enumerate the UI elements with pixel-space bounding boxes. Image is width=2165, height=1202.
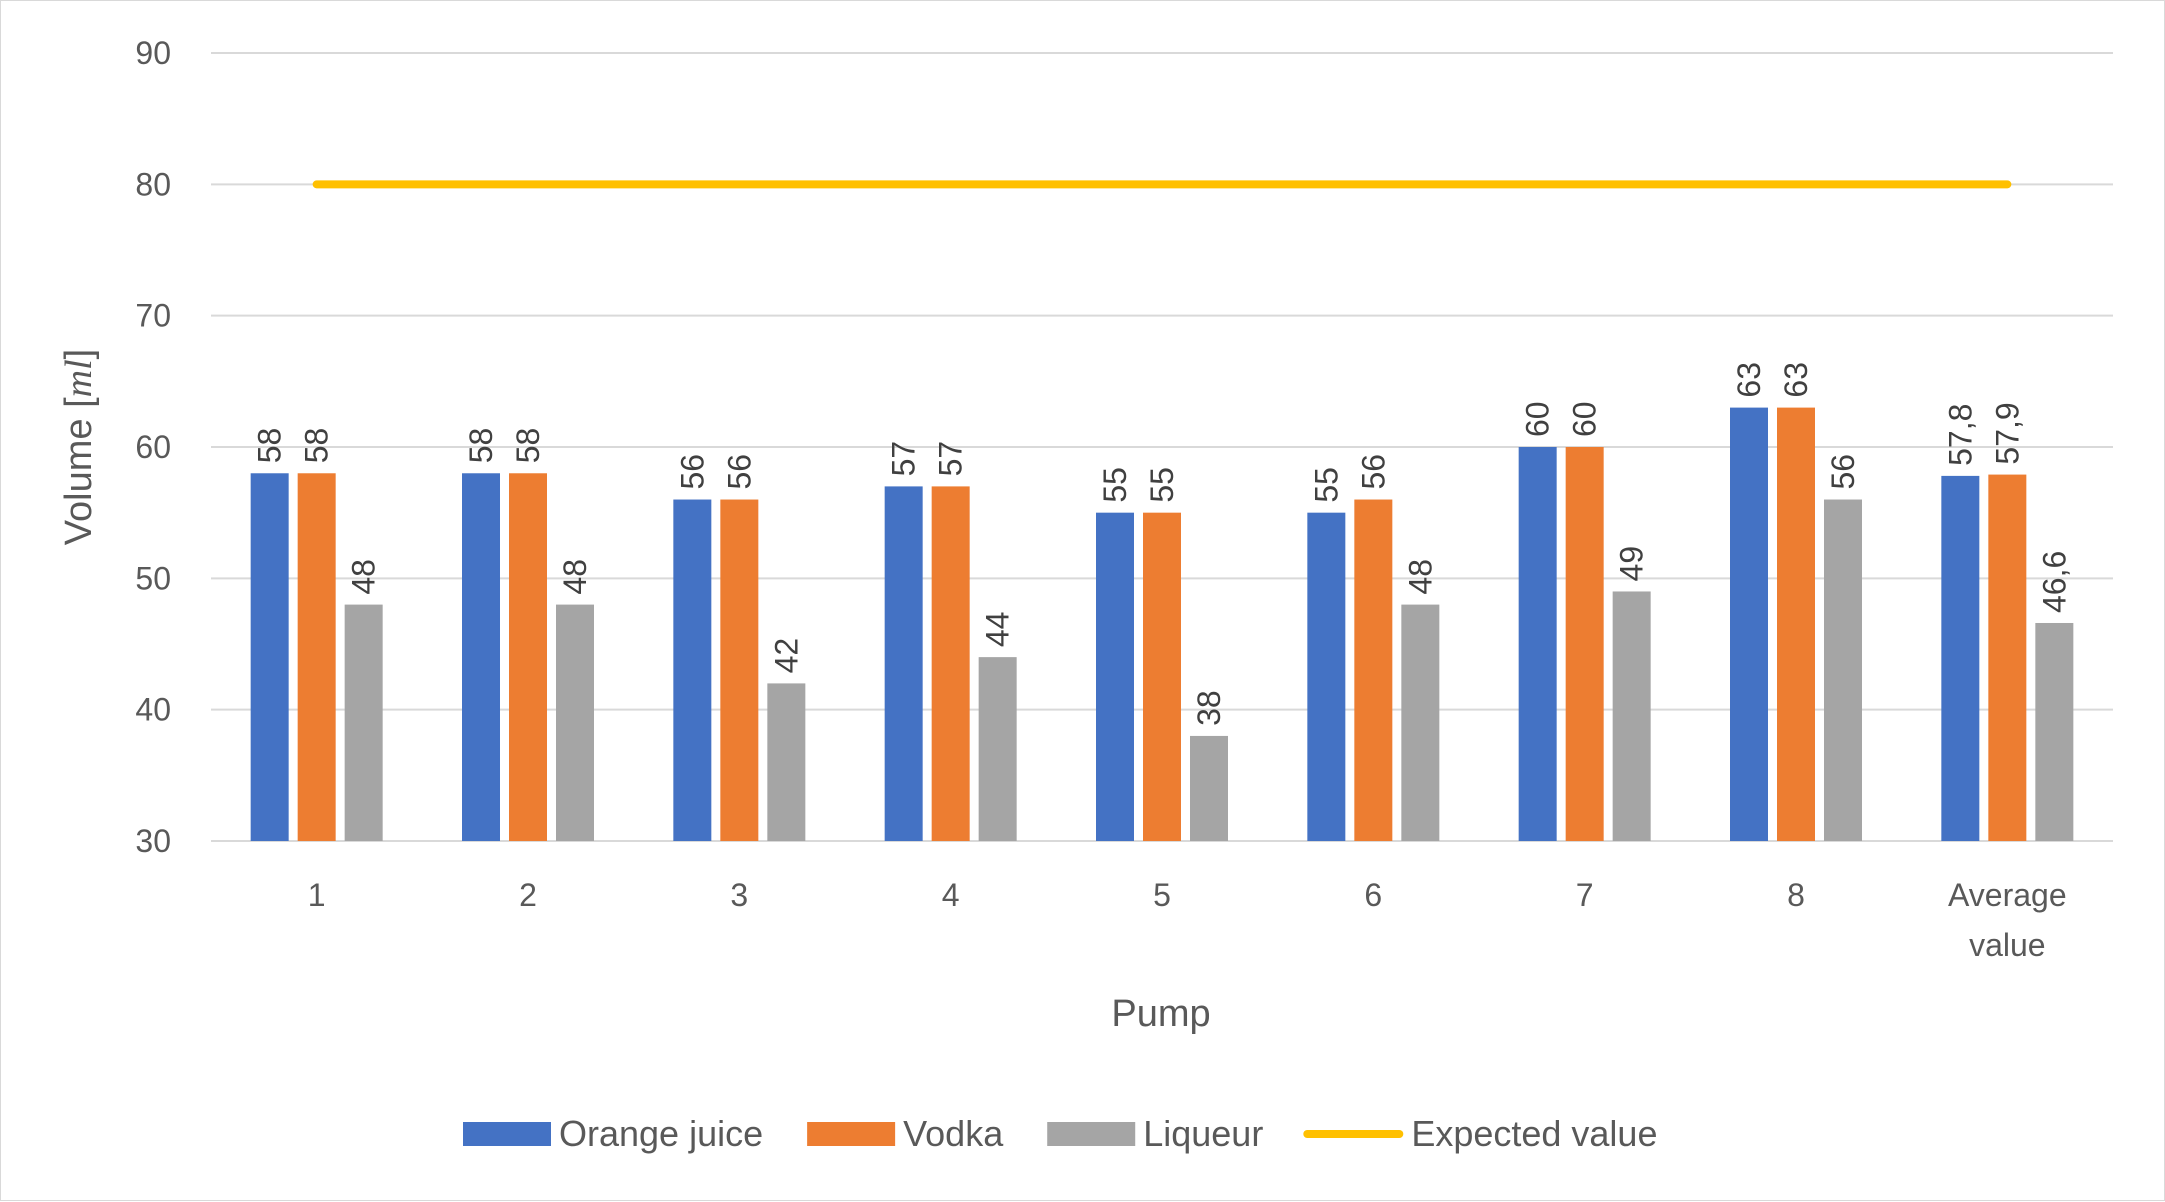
data-label-orange-juice-4: 57: [886, 441, 922, 477]
x-tick-6: 6: [1364, 877, 1382, 913]
bar-vodka-1: [297, 473, 336, 841]
x-tick-5: 5: [1153, 877, 1171, 913]
bar-liqueur-4: [978, 657, 1017, 841]
y-axis-title-text: Volume [: [58, 397, 100, 545]
x-tick-8: 8: [1787, 877, 1805, 913]
data-label-orange-juice-7: 60: [1520, 401, 1556, 437]
y-tick-70: 70: [135, 298, 171, 334]
x-tick-4: 4: [942, 877, 960, 913]
y-tick-50: 50: [135, 560, 171, 596]
data-label-liqueur-9: 46,6: [2036, 551, 2072, 613]
data-label-vodka-8: 63: [1778, 362, 1814, 398]
data-label-vodka-4: 57: [933, 441, 969, 477]
x-tick-line-3-1: 3: [730, 877, 748, 913]
x-tick-1: 1: [308, 877, 326, 913]
bar-orange-juice-5: [1096, 512, 1134, 841]
bar-liqueur-2: [556, 604, 594, 841]
x-tick-line-8-1: 8: [1787, 877, 1805, 913]
data-label-orange-juice-3: 56: [674, 454, 710, 490]
data-label-liqueur-7: 49: [1614, 546, 1650, 582]
y-tick-40: 40: [135, 692, 171, 728]
data-label-vodka-5: 55: [1144, 467, 1180, 503]
x-tick-line-9-2: value: [1969, 927, 2046, 963]
bar-orange-juice-9: [1941, 475, 1980, 841]
y-axis-title: Volume [ml]: [58, 349, 100, 545]
bar-liqueur-7: [1612, 591, 1651, 841]
data-label-vodka-7: 60: [1567, 401, 1603, 437]
x-tick-line-4-1: 4: [942, 877, 960, 913]
bar-orange-juice-8: [1730, 407, 1768, 841]
legend-label-expected-value: Expected value: [1411, 1113, 1657, 1154]
bar-orange-juice-1: [250, 473, 289, 841]
data-label-orange-juice-8: 63: [1731, 362, 1767, 398]
bar-liqueur-9: [2035, 622, 2074, 841]
data-label-vodka-3: 56: [721, 454, 757, 490]
bar-vodka-4: [931, 486, 970, 841]
bar-liqueur-6: [1401, 604, 1440, 841]
legend-swatch-vodka: [807, 1122, 896, 1146]
data-label-vodka-1: 58: [299, 428, 335, 464]
bars: [250, 407, 2074, 841]
y-tick-80: 80: [135, 166, 171, 202]
x-axis-ticks: 1 2 3 4 5 6 7 8 Average value: [308, 877, 2067, 963]
bar-vodka-7: [1565, 447, 1604, 841]
data-label-vodka-2: 58: [510, 428, 546, 464]
x-tick-line-1-1: 1: [308, 877, 326, 913]
bar-orange-juice-7: [1518, 447, 1557, 841]
data-label-orange-juice-6: 55: [1308, 467, 1344, 503]
y-axis-ticks: 30 40 50 60 70 80 90: [135, 35, 171, 859]
bar-vodka-5: [1143, 512, 1181, 841]
data-label-vodka-9: 57,9: [1989, 402, 2025, 464]
bar-orange-juice-2: [462, 473, 500, 841]
x-tick-line-6-1: 6: [1364, 877, 1382, 913]
data-label-liqueur-1: 48: [346, 559, 382, 595]
data-label-orange-juice-9: 57,8: [1942, 404, 1978, 466]
bar-orange-juice-4: [884, 486, 923, 841]
y-tick-90: 90: [135, 35, 171, 71]
x-tick-line-2-1: 2: [519, 877, 537, 913]
data-labels: 58 58 56 57 55 55 60 63 57,8 58 58 56 57 55 56 60 63 57,9…: [252, 362, 2073, 726]
x-tick-line-7-1: 7: [1576, 877, 1594, 913]
data-label-liqueur-6: 48: [1402, 559, 1438, 595]
data-label-liqueur-2: 48: [557, 559, 593, 595]
y-axis-title-unit: ml: [58, 359, 100, 397]
data-label-vodka-6: 56: [1355, 454, 1391, 490]
bar-vodka-3: [720, 499, 759, 841]
bar-liqueur-1: [344, 604, 383, 841]
legend-label-liqueur: Liqueur: [1143, 1113, 1263, 1154]
legend-swatch-orange-juice: [463, 1122, 551, 1146]
x-axis-title: Pump: [1111, 993, 1210, 1035]
x-tick-7: 7: [1576, 877, 1594, 913]
bar-vodka-8: [1777, 407, 1815, 841]
bar-liqueur-3: [767, 683, 806, 841]
y-axis-title-close: ]: [58, 349, 100, 360]
bar-vodka-6: [1354, 499, 1393, 841]
data-label-liqueur-3: 42: [768, 638, 804, 674]
bar-vodka-9: [1988, 474, 2027, 841]
x-tick-9: Average value: [1948, 877, 2067, 963]
data-label-orange-juice-5: 55: [1097, 467, 1133, 503]
bar-orange-juice-3: [673, 499, 712, 841]
data-label-orange-juice-1: 58: [252, 428, 288, 464]
x-tick-2: 2: [519, 877, 537, 913]
y-tick-30: 30: [135, 823, 171, 859]
legend-label-vodka: Vodka: [903, 1113, 1004, 1154]
data-label-liqueur-8: 56: [1825, 454, 1861, 490]
legend-label-orange-juice: Orange juice: [559, 1113, 763, 1154]
data-label-liqueur-5: 38: [1191, 690, 1227, 726]
legend-swatch-liqueur: [1047, 1122, 1136, 1146]
legend: Orange juice Vodka Liqueur Expected value: [463, 1113, 1657, 1154]
bar-vodka-2: [509, 473, 547, 841]
x-tick-3: 3: [730, 877, 748, 913]
bar-liqueur-8: [1824, 499, 1862, 841]
data-label-liqueur-4: 44: [980, 612, 1016, 648]
x-tick-line-5-1: 5: [1153, 877, 1171, 913]
data-label-orange-juice-2: 58: [463, 428, 499, 464]
y-tick-60: 60: [135, 429, 171, 465]
bar-orange-juice-6: [1307, 512, 1346, 841]
x-tick-line-9-1: Average: [1948, 877, 2067, 913]
bar-liqueur-5: [1190, 735, 1228, 841]
